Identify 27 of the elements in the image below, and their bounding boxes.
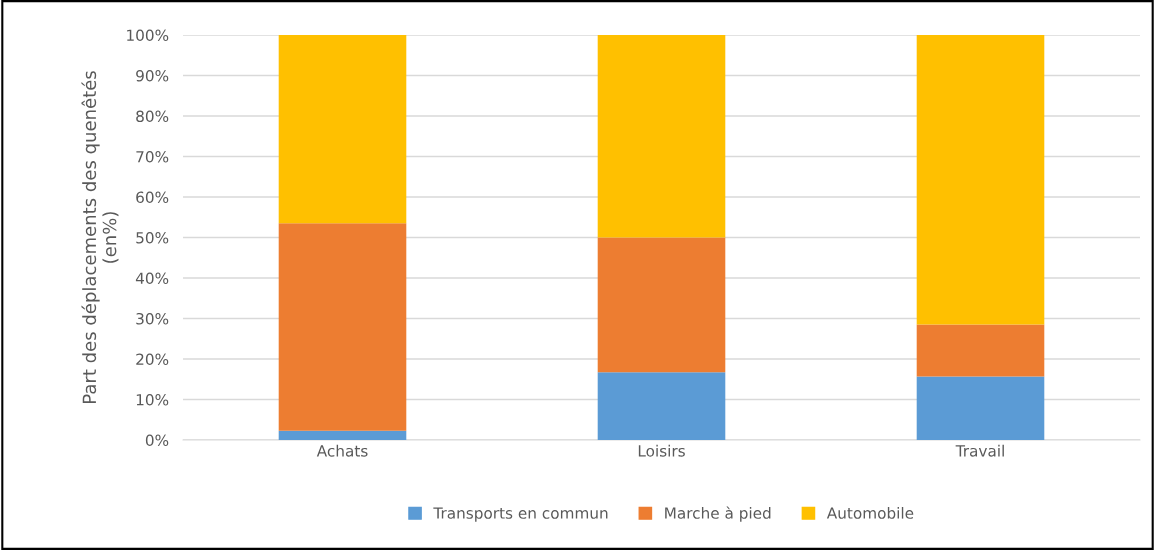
bar [916,35,1045,325]
x-tick-label: Achats [316,444,368,457]
y-tick-label: 80% [136,110,169,123]
bar [916,324,1045,377]
legend-label: Marche à pied [665,506,771,522]
y-tick-label: 60% [136,191,169,204]
y-tick-label: 10% [136,393,169,406]
bar [278,430,407,440]
bar [916,376,1045,440]
bar [278,35,407,224]
x-tick-label: Travail [955,444,1004,457]
bar [278,223,407,431]
legend-label: Transports en commun [433,507,608,522]
y-tick-label: 20% [136,353,169,366]
legend-label: Automobile [826,507,914,519]
y-tick-label: 30% [136,312,169,325]
bar [597,35,726,238]
y-tick-label: 100% [127,29,169,42]
bar [597,372,726,440]
y-tick-label: 70% [136,150,169,163]
y-tick-label: 90% [136,69,169,82]
y-tick-label: 50% [136,231,169,244]
y-tick-label: 40% [135,272,169,285]
y-axis-title: Part des déplacements des quenêtés (en%) [81,71,119,403]
y-tick-label: 0% [145,434,169,447]
x-tick-label: Loisirs [638,444,685,457]
bar [597,237,726,373]
